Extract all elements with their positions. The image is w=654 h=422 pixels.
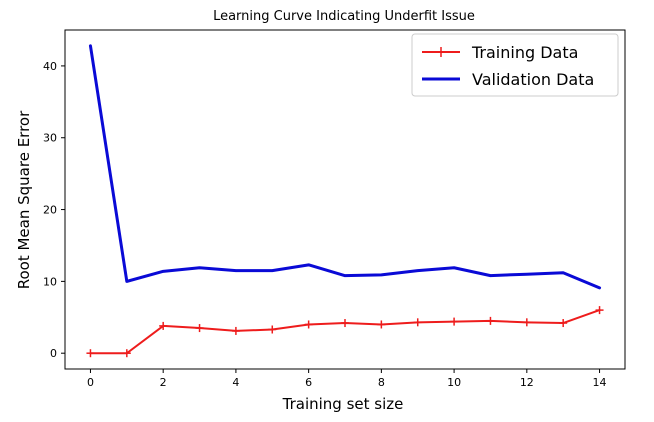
x-tick-label: 8 (378, 376, 385, 389)
training-data-point (413, 318, 422, 327)
training-data-point (559, 319, 568, 328)
y-tick-label: 30 (43, 132, 57, 145)
x-tick-label: 14 (593, 376, 607, 389)
training-data-point (159, 321, 168, 330)
y-axis-label: Root Mean Square Error (15, 110, 33, 289)
y-axis-ticks: 0 10 20 30 40 (43, 60, 65, 360)
x-tick-label: 6 (305, 376, 312, 389)
training-data-point (268, 325, 277, 334)
series-layer (86, 44, 604, 358)
training-data-point (450, 317, 459, 326)
y-tick-label: 40 (43, 60, 57, 73)
chart-title: Learning Curve Indicating Underfit Issue (213, 9, 475, 24)
validation-data-line (88, 44, 602, 290)
training-data-point (522, 318, 531, 327)
x-tick-label: 12 (520, 376, 534, 389)
training-data-point (341, 319, 349, 328)
x-axis-ticks: 0 2 4 6 8 10 12 14 (87, 369, 607, 389)
x-tick-label: 2 (160, 376, 167, 389)
legend-training-label: Training Data (471, 43, 578, 62)
x-axis-label: Training set size (282, 395, 404, 413)
training-data-point (231, 326, 240, 335)
training-data-point (86, 349, 95, 358)
training-data-point (122, 349, 131, 358)
y-tick-label: 0 (50, 347, 57, 360)
plot-area-frame (64, 29, 626, 370)
y-tick-label: 20 (43, 204, 57, 217)
legend-validation-label: Validation Data (472, 70, 594, 89)
x-tick-label: 0 (87, 376, 94, 389)
training-data-point (195, 324, 204, 333)
training-data-line (89, 309, 601, 355)
legend-box (411, 33, 619, 97)
training-data-point (595, 306, 604, 315)
y-tick-label: 10 (43, 275, 57, 288)
training-data-point (304, 320, 313, 329)
chart-legend: Training Data Validation Data (411, 33, 619, 97)
x-tick-label: 10 (447, 376, 461, 389)
x-tick-label: 4 (232, 376, 239, 389)
training-data-point (486, 316, 495, 325)
training-data-point (377, 320, 386, 329)
